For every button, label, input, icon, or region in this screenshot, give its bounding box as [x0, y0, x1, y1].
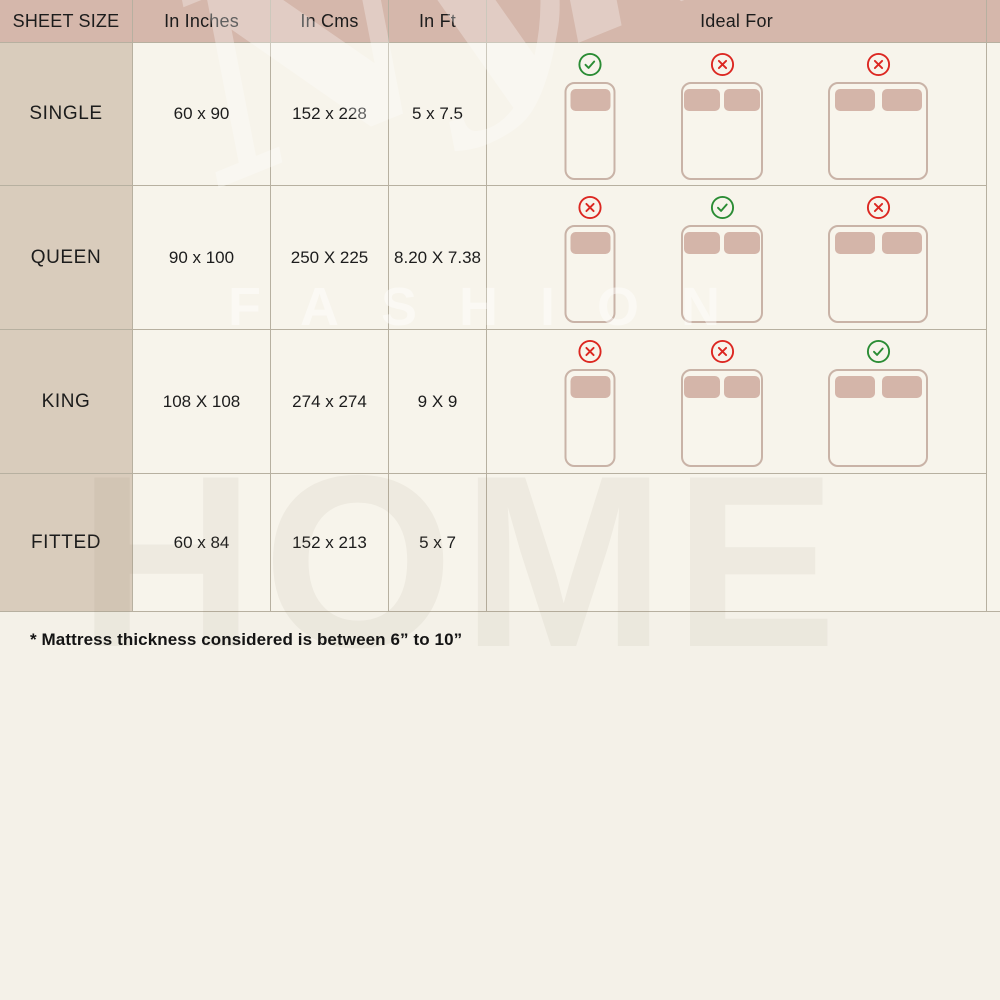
pillow [570, 376, 610, 398]
column-header-ideal-for: Ideal For [487, 0, 987, 43]
king-ideal-for-cell [487, 330, 987, 474]
pillow [684, 232, 720, 254]
king-option-single-bed [564, 339, 616, 467]
pillow [570, 89, 610, 111]
queen-bed-icon [681, 225, 763, 323]
status-badge [710, 52, 735, 77]
single-option-single-bed [564, 52, 616, 180]
fitted-cms-value: 152 x 213 [271, 474, 389, 612]
size-table: SHEET SIZE In Inches In Cms In Ft Ideal … [0, 0, 1000, 612]
cross-icon [866, 52, 890, 77]
pillow [684, 376, 720, 398]
pillow [724, 89, 760, 111]
header-filler [987, 0, 1000, 43]
king-ft-value: 9 X 9 [389, 330, 487, 474]
king-inches-value: 108 X 108 [133, 330, 271, 474]
column-header-in-ft: In Ft [389, 0, 487, 43]
cross-icon [866, 195, 890, 220]
single-option-king-bed [828, 52, 928, 180]
queen-bed-icon [681, 82, 763, 180]
queen-ft-value: 8.20 X 7.38 [389, 186, 487, 330]
row-label-single: SINGLE [0, 43, 133, 186]
queen-option-king-bed [828, 195, 928, 323]
row-filler [987, 43, 1000, 186]
queen-inches-value: 90 x 100 [133, 186, 271, 330]
pillow [881, 376, 922, 398]
queen-option-queen-bed [681, 195, 763, 323]
fitted-inches-value: 60 x 84 [133, 474, 271, 612]
row-label-fitted: FITTED [0, 474, 133, 612]
pillow [881, 232, 922, 254]
status-badge [866, 195, 891, 220]
king-bed-icon [828, 82, 928, 180]
king-cms-value: 274 x 274 [271, 330, 389, 474]
status-badge [866, 339, 891, 364]
status-badge [578, 52, 603, 77]
status-badge [866, 52, 891, 77]
pillow [881, 89, 922, 111]
column-header-in-cms: In Cms [271, 0, 389, 43]
cross-icon [710, 339, 734, 364]
fitted-ft-value: 5 x 7 [389, 474, 487, 612]
queen-ideal-for-cell [487, 186, 987, 330]
status-badge [710, 339, 735, 364]
check-icon [578, 52, 602, 77]
queen-cms-value: 250 X 225 [271, 186, 389, 330]
mattress-thickness-note: * Mattress thickness considered is betwe… [30, 630, 463, 649]
pillow [684, 89, 720, 111]
queen-option-single-bed [564, 195, 616, 323]
cross-icon [578, 339, 602, 364]
fitted-ideal-for-cell [487, 474, 987, 612]
single-inches-value: 60 x 90 [133, 43, 271, 186]
row-label-queen: QUEEN [0, 186, 133, 330]
pillow [724, 376, 760, 398]
status-badge [578, 195, 603, 220]
single-bed-icon [564, 225, 616, 323]
single-ideal-for-cell [487, 43, 987, 186]
row-label-king: KING [0, 330, 133, 474]
check-icon [866, 339, 890, 364]
status-badge [710, 195, 735, 220]
single-option-queen-bed [681, 52, 763, 180]
row-filler [987, 330, 1000, 474]
pillow [834, 89, 875, 111]
cross-icon [710, 52, 734, 77]
single-cms-value: 152 x 228 [271, 43, 389, 186]
king-bed-icon [828, 225, 928, 323]
pillow [724, 232, 760, 254]
king-bed-icon [828, 369, 928, 467]
status-badge [578, 339, 603, 364]
row-filler [987, 186, 1000, 330]
king-option-queen-bed [681, 339, 763, 467]
single-ft-value: 5 x 7.5 [389, 43, 487, 186]
row-filler [987, 474, 1000, 612]
pillow [834, 232, 875, 254]
king-option-king-bed [828, 339, 928, 467]
queen-bed-icon [681, 369, 763, 467]
column-header-sheet-size: SHEET SIZE [0, 0, 133, 43]
single-bed-icon [564, 82, 616, 180]
cross-icon [578, 195, 602, 220]
single-bed-icon [564, 369, 616, 467]
check-icon [710, 195, 734, 220]
column-header-in-inches: In Inches [133, 0, 271, 43]
pillow [834, 376, 875, 398]
pillow [570, 232, 610, 254]
